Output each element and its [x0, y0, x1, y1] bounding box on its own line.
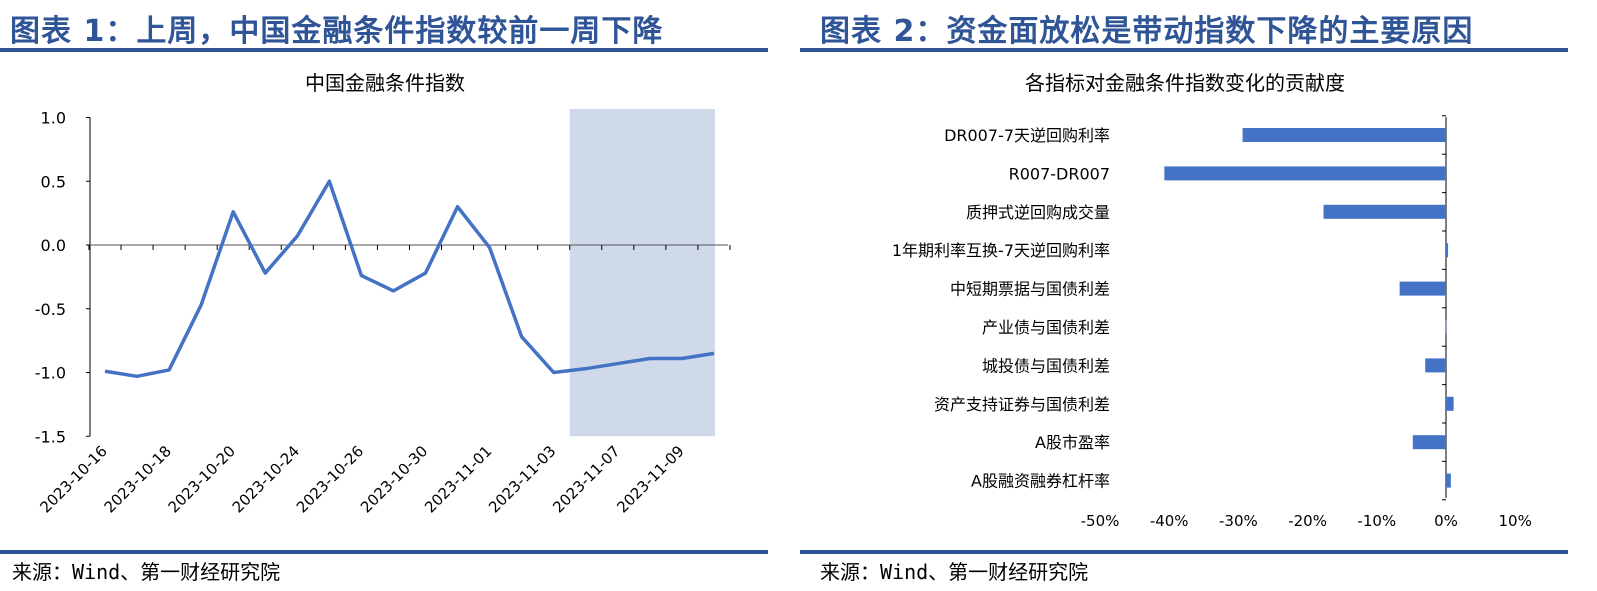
title-rule [0, 48, 768, 52]
x-tick-label: 2023-11-03 [485, 442, 559, 516]
x-tick-label: 2023-11-07 [549, 442, 623, 516]
bar [1445, 320, 1447, 334]
chart-title: 各指标对金融条件指数变化的贡献度 [1025, 71, 1345, 95]
x-tick-label: 0% [1434, 512, 1458, 530]
x-tick-label: 10% [1499, 512, 1532, 530]
chart-title: 中国金融条件指数 [305, 71, 465, 95]
bar-chart: 各指标对金融条件指数变化的贡献度 DR007-7天逆回购利率 R007-DR007 质… [892, 71, 1532, 530]
source-note: 来源：Wind、第一财经研究院 [12, 560, 281, 584]
bar [1323, 204, 1446, 219]
x-tick-label: 2023-10-24 [229, 442, 303, 516]
footer-rule [800, 550, 1568, 554]
series-line [104, 179, 715, 379]
highlight-band [569, 109, 715, 437]
x-tick-label: 2023-10-16 [36, 442, 110, 516]
x-tick-label: 2023-11-09 [613, 442, 687, 516]
category-label: A股融资融券杠杆率 [971, 472, 1110, 491]
figure-title: 图表 2：资金面放松是带动指数下降的主要原因 [820, 14, 1474, 49]
bar [1242, 128, 1446, 142]
y-tick-label: -1.0 [35, 364, 66, 383]
x-tick-label: 2023-10-18 [101, 442, 175, 516]
line-chart: 中国金融条件指数1.00.50.0-0.5-1.0-1.52023-10-162… [35, 71, 731, 516]
bar [1446, 396, 1454, 411]
category-label: 资产支持证券与国债利差 [934, 395, 1110, 414]
title-rule [800, 48, 1568, 52]
source-note: 来源：Wind、第一财经研究院 [820, 560, 1089, 584]
x-tick-label: -20% [1288, 512, 1327, 530]
category-label: 城投债与国债利差 [982, 356, 1110, 375]
category-label: 1年期利率互换-7天逆回购利率 [892, 241, 1110, 260]
category-label: 产业债与国债利差 [982, 318, 1110, 337]
bar [1399, 281, 1446, 296]
bar [1164, 166, 1446, 181]
x-tick-label: -50% [1081, 512, 1120, 530]
bar [1446, 243, 1449, 258]
x-tick-label: 2023-10-30 [357, 442, 431, 516]
x-tick-label: -40% [1150, 512, 1189, 530]
y-tick-label: -1.5 [35, 427, 66, 446]
x-tick-label: 2023-10-20 [165, 442, 239, 516]
category-label: A股市盈率 [1035, 433, 1110, 452]
left-panel: 图表 1：上周，中国金融条件指数较前一周下降 中国金融条件指数 1.0 0.5 0.0… [0, 0, 770, 591]
category-label: R007-DR007 [1009, 164, 1110, 183]
x-tick-label: -30% [1219, 512, 1258, 530]
x-tick-label: -10% [1357, 512, 1396, 530]
x-tick-label: 2023-10-26 [293, 442, 367, 516]
y-tick-label: 0.0 [41, 236, 66, 255]
category-label: 质押式逆回购成交量 [966, 203, 1110, 222]
figure-title: 图表 1：上周，中国金融条件指数较前一周下降 [10, 14, 664, 49]
category-label: 中短期票据与国债利差 [950, 280, 1110, 299]
category-label: DR007-7天逆回购利率 [944, 126, 1110, 145]
footer-rule [0, 550, 768, 554]
right-panel: 图表 2：资金面放松是带动指数下降的主要原因 各指标对金融条件指数变化的贡献度 D… [800, 0, 1570, 591]
x-tick-label: 2023-11-01 [421, 442, 495, 516]
bar [1446, 473, 1451, 488]
y-tick-label: -0.5 [35, 300, 66, 319]
bar [1412, 435, 1446, 450]
bar [1425, 358, 1446, 373]
y-tick-label: 0.5 [41, 172, 66, 191]
y-tick-label: 1.0 [41, 109, 66, 128]
